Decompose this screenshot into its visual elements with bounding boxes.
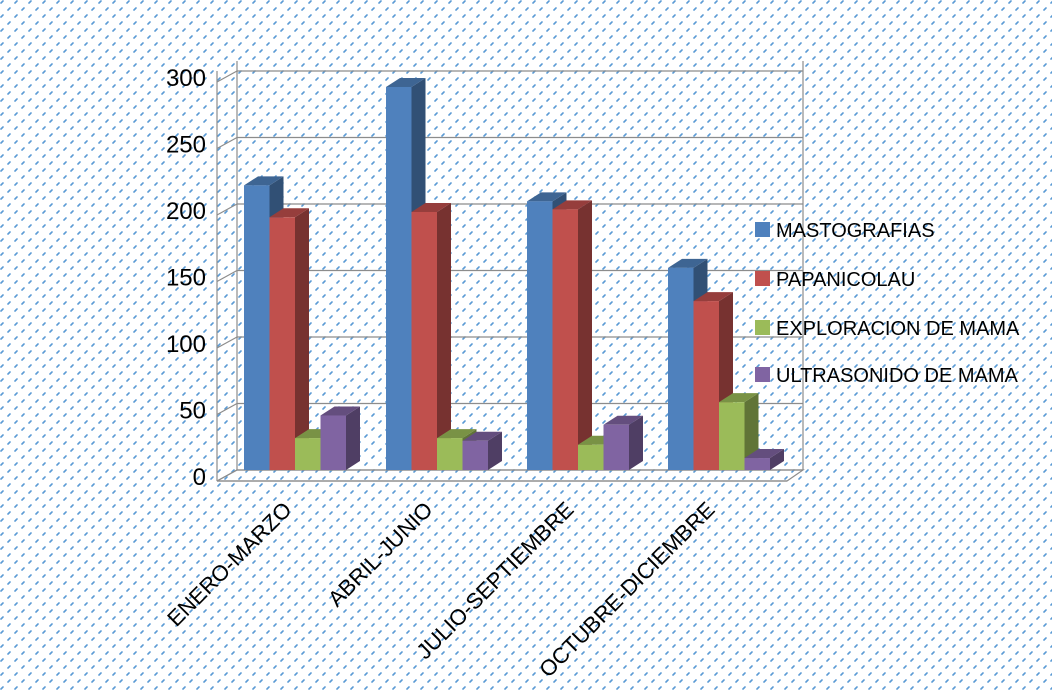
bar <box>411 202 451 471</box>
bar-top-face <box>269 208 309 218</box>
legend: MASTOGRAFIAS PAPANICOLAU EXPLORACION DE MA… <box>755 220 1020 387</box>
y-tick-label: 200 <box>166 198 206 225</box>
bar-top-face <box>744 449 784 459</box>
legend-label: EXPLORACION DE MAMA <box>776 318 1020 340</box>
bar <box>386 77 426 471</box>
y-tick-label: 0 <box>193 464 206 491</box>
bar-front-face <box>527 201 553 470</box>
bar-front-face <box>244 185 270 470</box>
bar-top-face <box>603 415 643 425</box>
bar-group <box>668 258 784 470</box>
y-axis-tick-labels: 0 50 100 150 200 250 300 <box>166 65 206 491</box>
legend-label: MASTOGRAFIAS <box>776 220 935 242</box>
bar <box>320 406 360 470</box>
bar-front-face <box>437 438 463 470</box>
legend-label: PAPANICOLAU <box>776 269 915 291</box>
bar-top-face <box>411 202 451 212</box>
bar-front-face <box>462 440 488 470</box>
bar-side-face <box>488 431 502 470</box>
legend-swatch <box>755 367 770 382</box>
bar-group <box>527 192 643 470</box>
bar <box>719 393 759 470</box>
bar-group <box>244 176 360 471</box>
bar-group <box>386 77 502 471</box>
bar-side-face <box>578 200 592 470</box>
bar-top-face <box>244 176 284 186</box>
y-tick-label: 250 <box>166 132 206 159</box>
bar-front-face <box>411 211 437 471</box>
bars <box>244 77 784 471</box>
bar-top-face <box>386 77 426 87</box>
bar-side-face <box>437 202 451 471</box>
bar-front-face <box>719 402 745 470</box>
y-tick-label: 150 <box>166 265 206 292</box>
bar <box>744 449 784 470</box>
gridlines <box>216 61 805 482</box>
bar-top-face <box>437 429 477 439</box>
gridline-side <box>216 203 238 216</box>
legend-label: ULTRASONIDO DE MAMA <box>776 365 1019 387</box>
legend-item: ULTRASONIDO DE MAMA <box>755 365 1019 387</box>
legend-swatch <box>755 222 770 237</box>
y-tick-label: 300 <box>166 65 206 92</box>
bar-top-face <box>462 431 502 441</box>
legend-item: MASTOGRAFIAS <box>755 220 935 242</box>
gridline-side <box>216 402 238 416</box>
bar-front-face <box>668 267 694 470</box>
bar-top-face <box>527 192 567 202</box>
y-tick-label: 100 <box>166 331 206 358</box>
gridline-side <box>216 70 238 83</box>
legend-swatch <box>755 271 770 286</box>
bar <box>552 200 592 470</box>
bar-front-face <box>552 209 578 470</box>
gridline-side <box>216 336 238 349</box>
bar-front-face <box>693 301 719 470</box>
bar-front-face <box>603 424 629 470</box>
bar-side-face <box>770 449 784 470</box>
bar-front-face <box>578 444 604 470</box>
legend-swatch <box>755 320 770 335</box>
bar <box>269 208 309 471</box>
y-tick-label: 50 <box>179 398 206 425</box>
bar-front-face <box>386 86 412 471</box>
bar-top-face <box>719 393 759 403</box>
bar-top-face <box>668 258 708 268</box>
gridline-side <box>216 136 238 150</box>
bar-front-face <box>295 438 321 470</box>
legend-item: EXPLORACION DE MAMA <box>755 318 1020 340</box>
bar-front-face <box>744 458 770 470</box>
gridline-side <box>216 269 238 283</box>
bar-side-face <box>346 406 360 470</box>
bar-side-face <box>744 393 759 470</box>
bar-side-face <box>295 208 309 471</box>
legend-item: PAPANICOLAU <box>755 269 915 291</box>
bar-front-face <box>269 217 295 470</box>
bar-top-face <box>693 292 733 302</box>
bar-top-face <box>552 200 592 210</box>
bar <box>462 431 502 470</box>
bar-top-face <box>320 406 360 416</box>
bar-side-face <box>629 415 643 470</box>
bar-front-face <box>320 415 346 470</box>
bar <box>603 415 643 470</box>
